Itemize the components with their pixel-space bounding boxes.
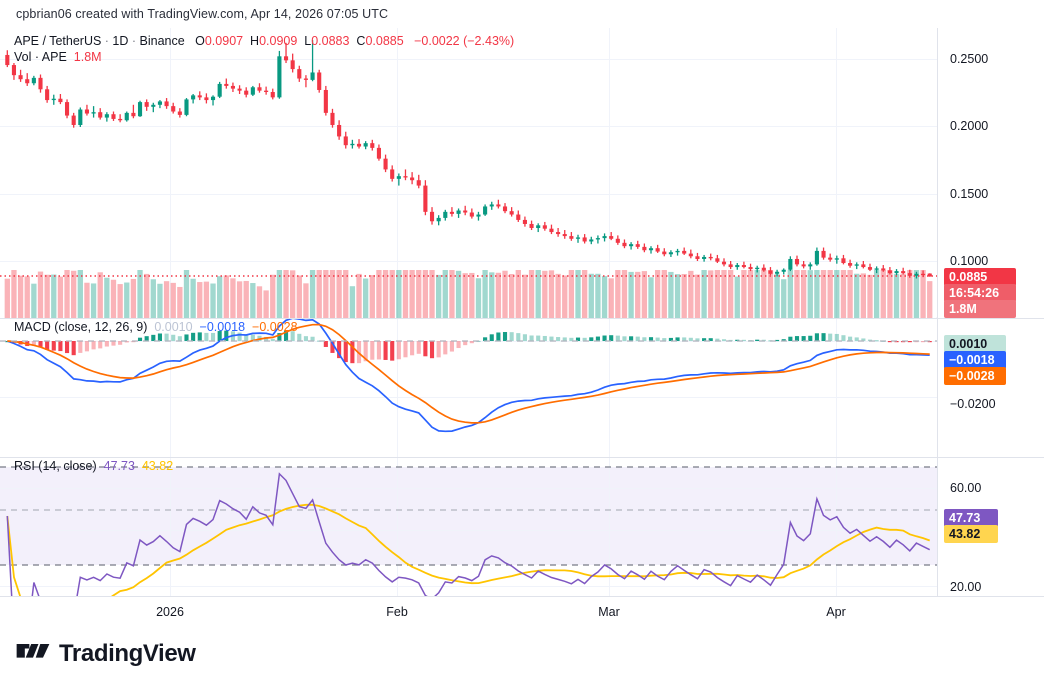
macd-pane[interactable]: MACD (close, 12, 26, 9) 0.0010 −0.0018 −… [0, 319, 937, 457]
time-axis[interactable]: 2026 Feb Mar Apr [0, 597, 937, 628]
macd-zero-line [0, 340, 937, 342]
macd-series [5, 319, 932, 433]
rsi-series [6, 472, 931, 596]
rsi-pane[interactable]: RSI (14, close) 47.73 43.82 [0, 458, 937, 596]
tradingview-logo-icon [16, 644, 50, 658]
price-axis-label-0: 0.2500 [950, 52, 989, 66]
time-axis-label-0: 2026 [156, 605, 184, 619]
price-axis-label-3: 0.1000 [950, 254, 989, 268]
macd-hist-badge: 0.0010 [944, 335, 1006, 353]
rsi-value-badge: 47.73 [944, 509, 998, 527]
rsi-axis-label-0: 60.00 [950, 481, 982, 495]
price-pane[interactable]: APE / TetherUS · 1D · Binance O0.0907 H0… [0, 28, 937, 318]
price-axis[interactable]: 0.2500 0.2000 0.1500 0.1000 0.0885 16:54… [938, 28, 1044, 596]
footer-branding[interactable]: TradingView [16, 640, 196, 668]
chart-frame[interactable]: APE / TetherUS · 1D · Binance O0.0907 H0… [0, 28, 1044, 628]
rsi-bands [0, 466, 937, 566]
price-axis-label-2: 0.1500 [950, 187, 989, 201]
macd-line-badge: −0.0018 [944, 351, 1006, 369]
time-axis-label-2: Mar [598, 605, 620, 619]
time-axis-label-1: Feb [386, 605, 408, 619]
macd-axis-label-0: −0.0200 [950, 397, 996, 411]
axis-separator [937, 28, 938, 596]
countdown-badge: 16:54:26 [944, 284, 1016, 302]
candlestick-series [5, 40, 932, 279]
last-price-badge[interactable]: 0.0885 [944, 268, 1016, 286]
rsi-ma-badge: 43.82 [944, 525, 998, 543]
time-axis-separator [0, 596, 1044, 597]
time-axis-label-3: Apr [826, 605, 846, 619]
last-price-line [0, 275, 937, 277]
price-axis-label-1: 0.2000 [950, 119, 989, 133]
volume-badge: 1.8M [944, 300, 1016, 318]
rsi-axis-label-1: 20.00 [950, 580, 982, 594]
pane-divider-price-macd[interactable] [0, 318, 1044, 319]
pane-divider-macd-rsi[interactable] [0, 457, 1044, 458]
tradingview-wordmark: TradingView [59, 640, 196, 667]
attribution-text: cpbrian06 created with TradingView.com, … [16, 7, 389, 21]
macd-signal-badge: −0.0028 [944, 367, 1006, 385]
volume-series [4, 270, 933, 318]
